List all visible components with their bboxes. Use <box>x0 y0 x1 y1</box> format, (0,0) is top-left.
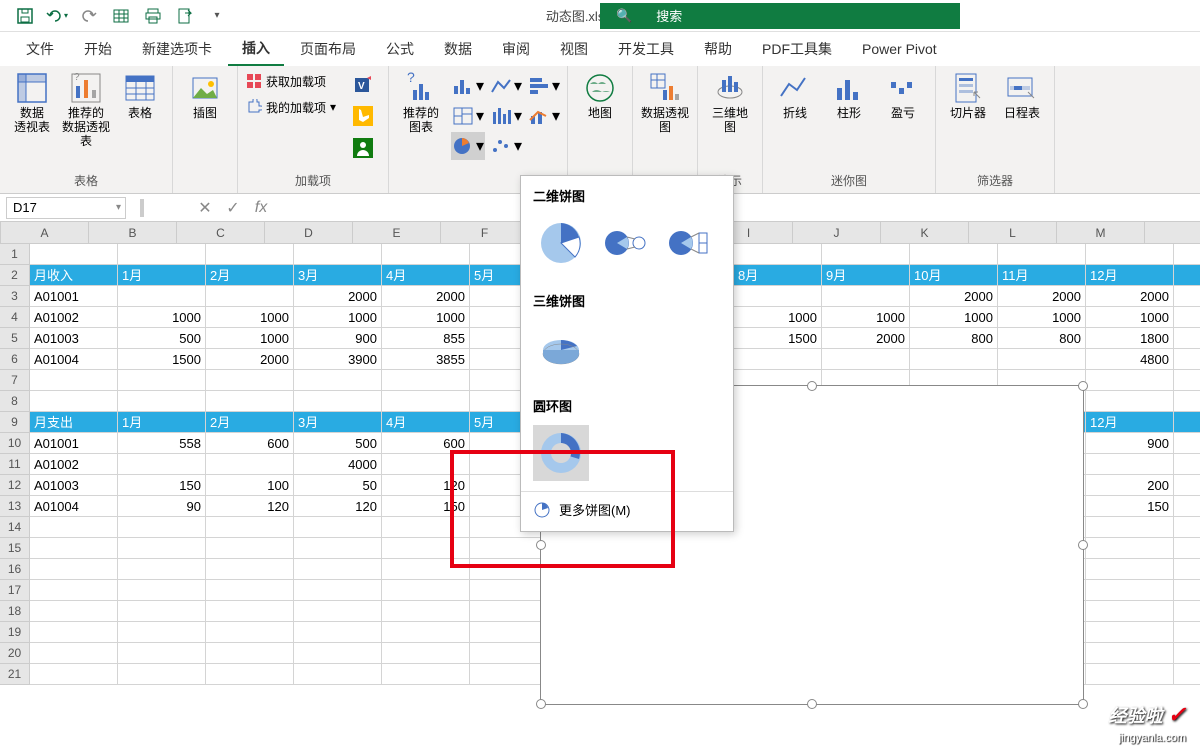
scatter-chart-icon[interactable]: ▾ <box>489 132 523 160</box>
dropdown-section-doughnut: 圆环图 <box>521 386 733 421</box>
recommended-charts-button[interactable]: ?推荐的 图表 <box>397 70 445 134</box>
bar-chart-icon[interactable]: ▾ <box>527 72 561 100</box>
timeline-button[interactable]: 日程表 <box>998 70 1046 120</box>
doughnut-option[interactable] <box>533 425 589 481</box>
ribbon-group-filters: 切片器 日程表 筛选器 <box>936 66 1055 193</box>
save-icon[interactable] <box>14 5 36 27</box>
pivot-chart-button[interactable]: 数据透视图 <box>641 70 689 134</box>
search-box[interactable]: 🔍 搜索 <box>600 3 960 29</box>
group-label-tables: 表格 <box>8 172 164 191</box>
pivot-table-button[interactable]: 数据 透视表 <box>8 70 56 134</box>
row-headers[interactable]: 123456789101112131415161718192021 <box>0 244 30 685</box>
search-placeholder: 搜索 <box>656 6 682 25</box>
pie-3d-option[interactable] <box>533 320 589 376</box>
tab-开始[interactable]: 开始 <box>70 33 126 65</box>
redo-icon[interactable] <box>78 5 100 27</box>
watermark-url: jingyanla.com <box>1119 732 1186 744</box>
qat-more-icon[interactable]: ▾ <box>206 5 228 27</box>
tab-插入[interactable]: 插入 <box>228 32 284 67</box>
tab-视图[interactable]: 视图 <box>546 33 602 65</box>
visio-addin-icon[interactable]: V <box>346 70 380 98</box>
slicer-button[interactable]: 切片器 <box>944 70 992 120</box>
tab-审阅[interactable]: 审阅 <box>488 33 544 65</box>
recommended-pivot-button[interactable]: ?推荐的 数据透视表 <box>62 70 110 148</box>
combo-chart-icon[interactable]: ▾ <box>527 102 561 130</box>
group-label-addins: 加载项 <box>246 172 380 191</box>
bing-addin-icon[interactable] <box>346 102 380 130</box>
ribbon-group-pivotchart: 数据透视图 ↘ <box>633 66 698 193</box>
ribbon-group-addins: 获取加载项 我的加载项 ▾ V 加载项 <box>238 66 389 193</box>
my-addins-button[interactable]: 我的加载项 ▾ <box>246 96 336 118</box>
sparkline-line-button[interactable]: 折线 <box>771 70 819 120</box>
undo-icon[interactable]: ▾ <box>46 5 68 27</box>
ribbon-group-charts: ?推荐的 图表 ▾ ▾ ▾ ▾ ▾ ▾ ▾ ▾ <box>389 66 568 193</box>
tab-数据[interactable]: 数据 <box>430 33 486 65</box>
ribbon-group-tables: 数据 透视表 ?推荐的 数据透视表 表格 表格 <box>0 66 173 193</box>
tab-新建选项卡[interactable]: 新建选项卡 <box>128 33 226 65</box>
pie-chart-icon[interactable]: ▾ <box>451 132 485 160</box>
group-label-filters: 筛选器 <box>944 172 1046 191</box>
ribbon-group-sparklines: 折线 柱形 盈亏 迷你图 <box>763 66 936 193</box>
map-button[interactable]: 地图 <box>576 70 624 120</box>
sparkline-winloss-button[interactable]: 盈亏 <box>879 70 927 120</box>
ribbon-tabs: 文件开始新建选项卡插入页面布局公式数据审阅视图开发工具帮助PDF工具集Power… <box>0 32 1200 66</box>
ribbon-group-3dmap: 三维地 图 演示 <box>698 66 763 193</box>
pie-chart-dropdown: 二维饼图 三维饼图 圆环图 更多饼图(M) <box>520 175 734 532</box>
name-box[interactable]: D17▾ <box>6 197 126 219</box>
svg-text:?: ? <box>74 72 80 83</box>
tab-帮助[interactable]: 帮助 <box>690 33 746 65</box>
ribbon-group-illustrations: 插图 <box>173 66 238 193</box>
bar-of-pie-option[interactable] <box>661 215 717 271</box>
ribbon-group-map: 地图 <box>568 66 633 193</box>
watermark: 经验啦 ✓ <box>1109 702 1186 728</box>
tab-PDF工具集[interactable]: PDF工具集 <box>748 33 846 65</box>
svg-text:?: ? <box>407 72 415 85</box>
accept-formula-icon[interactable]: ✓ <box>222 197 244 219</box>
titlebar: ▾ ▾ 动态图.xlsx - Excel 🔍 搜索 <box>0 0 1200 32</box>
tab-文件[interactable]: 文件 <box>12 33 68 65</box>
more-pie-charts-option[interactable]: 更多饼图(M) <box>521 491 733 527</box>
quick-access-toolbar: ▾ ▾ <box>0 5 228 27</box>
people-addin-icon[interactable] <box>346 134 380 162</box>
get-addins-button[interactable]: 获取加载项 <box>246 70 336 92</box>
pie-2d-option[interactable] <box>533 215 589 271</box>
table-button[interactable]: 表格 <box>116 70 164 120</box>
fx-icon[interactable]: fx <box>250 197 272 219</box>
dropdown-section-3d-pie: 三维饼图 <box>521 281 733 316</box>
tab-Power Pivot[interactable]: Power Pivot <box>848 35 951 63</box>
line-chart-icon[interactable]: ▾ <box>489 72 523 100</box>
svg-text:V: V <box>358 81 365 92</box>
treemap-chart-icon[interactable]: ▾ <box>451 102 485 130</box>
dropdown-section-2d-pie: 二维饼图 <box>521 176 733 211</box>
sparkline-column-button[interactable]: 柱形 <box>825 70 873 120</box>
pie-of-pie-option[interactable] <box>597 215 653 271</box>
tab-开发工具[interactable]: 开发工具 <box>604 33 688 65</box>
search-icon: 🔍 <box>616 8 632 24</box>
3d-map-button[interactable]: 三维地 图 <box>706 70 754 134</box>
tab-页面布局[interactable]: 页面布局 <box>286 33 370 65</box>
cancel-formula-icon[interactable]: ✕ <box>194 197 216 219</box>
illustrations-button[interactable]: 插图 <box>181 70 229 120</box>
export-icon[interactable] <box>174 5 196 27</box>
print-icon[interactable] <box>142 5 164 27</box>
tab-公式[interactable]: 公式 <box>372 33 428 65</box>
table-icon[interactable] <box>110 5 132 27</box>
stat-chart-icon[interactable]: ▾ <box>489 102 523 130</box>
group-label-sparklines: 迷你图 <box>771 172 927 191</box>
column-chart-icon[interactable]: ▾ <box>451 72 485 100</box>
